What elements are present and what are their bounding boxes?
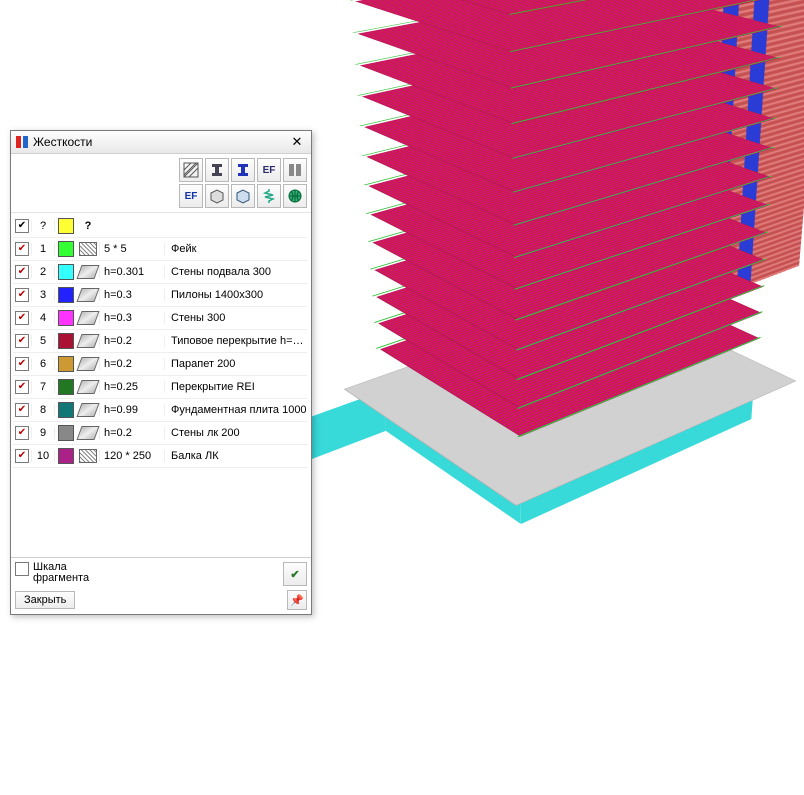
row-number: 6 (31, 358, 55, 370)
row-checkbox[interactable]: ✔ (15, 242, 29, 256)
row-desc: Стены 300 (164, 312, 307, 324)
row-swatch (58, 241, 74, 257)
row-number: 2 (31, 266, 55, 278)
stiffness-row[interactable]: ✔6 h=0.2Парапет 200 (13, 353, 307, 376)
titlebar[interactable]: Жесткости ✕ (11, 131, 311, 154)
row-swatch (58, 425, 74, 441)
section-type-icon (76, 426, 99, 440)
list-header-row: ✔ ? ? (13, 215, 307, 238)
row-number: 4 (31, 312, 55, 324)
row-checkbox[interactable]: ✔ (15, 403, 29, 417)
row-checkbox[interactable]: ✔ (15, 334, 29, 348)
row-number: 3 (31, 289, 55, 301)
section-type-icon (76, 288, 99, 302)
row-swatch (58, 310, 74, 326)
toolbar-EF-bold-icon[interactable]: EF (179, 184, 203, 208)
toolbar-spring-icon[interactable] (257, 184, 281, 208)
stiffness-row[interactable]: ✔8 h=0.99Фундаментная плита 1000 (13, 399, 307, 422)
toolbar-box2-icon[interactable] (231, 184, 255, 208)
row-swatch (58, 264, 74, 280)
scale-label: Шкала фрагмента (33, 562, 89, 584)
row-checkbox[interactable]: ✔ (15, 449, 29, 463)
toolbar-box1-icon[interactable] (205, 184, 229, 208)
toolbar-globe-icon[interactable] (283, 184, 307, 208)
row-swatch (58, 402, 74, 418)
row-number: 7 (31, 381, 55, 393)
row-swatch (58, 356, 74, 372)
row-number: 8 (31, 404, 55, 416)
row-swatch (58, 448, 74, 464)
row-param: h=0.301 (99, 266, 164, 278)
row-number: 1 (31, 243, 55, 255)
section-type-icon (76, 311, 99, 325)
row-swatch (58, 379, 74, 395)
stiffness-row[interactable]: ✔2 h=0.301Стены подвала 300 (13, 261, 307, 284)
row-param: h=0.2 (99, 335, 164, 347)
app-icon (15, 135, 29, 149)
row-swatch (58, 333, 74, 349)
section-type-icon (79, 242, 97, 256)
dialog-title: Жесткости (33, 135, 287, 149)
toolbar-i-beam-icon[interactable] (205, 158, 229, 182)
stiffness-row[interactable]: ✔10 120 * 250Балка ЛК (13, 445, 307, 468)
section-type-icon (76, 380, 99, 394)
row-checkbox[interactable]: ✔ (15, 288, 29, 302)
row-desc: Балка ЛК (164, 450, 307, 462)
row-param: h=0.3 (99, 289, 164, 301)
row-param: h=0.25 (99, 381, 164, 393)
stiffness-row[interactable]: ✔3 h=0.3Пилоны 1400x300 (13, 284, 307, 307)
row-desc: Стены лк 200 (164, 427, 307, 439)
section-type-icon (76, 403, 99, 417)
toolbar-hatch-icon[interactable] (179, 158, 203, 182)
close-icon[interactable]: ✕ (287, 133, 307, 151)
row-desc: Фейк (164, 243, 307, 255)
row-param: 5 * 5 (99, 243, 164, 255)
header-type-icon: ? (77, 220, 99, 232)
row-param: h=0.3 (99, 312, 164, 324)
stiffness-row[interactable]: ✔5 h=0.2Типовое перекрытие h=200 (13, 330, 307, 353)
stiffness-dialog: Жесткости ✕ EF EF ✔ ? ? ✔15 * 5Фейк✔2h=0… (10, 130, 312, 615)
row-checkbox[interactable]: ✔ (15, 426, 29, 440)
row-number: 10 (31, 450, 55, 462)
stiffness-row[interactable]: ✔4 h=0.3Стены 300 (13, 307, 307, 330)
toolbar: EF EF (11, 154, 311, 213)
row-param: h=0.99 (99, 404, 164, 416)
header-num: ? (31, 220, 55, 232)
row-swatch (58, 287, 74, 303)
apply-button[interactable]: ✔ (283, 562, 307, 586)
stiffness-row[interactable]: ✔9 h=0.2Стены лк 200 (13, 422, 307, 445)
row-param: 120 * 250 (99, 450, 164, 462)
stiffness-list: ✔ ? ? ✔15 * 5Фейк✔2h=0.301Стены подвала … (11, 213, 311, 557)
section-type-icon (76, 334, 99, 348)
toolbar-i-beam-bold-icon[interactable] (231, 158, 255, 182)
row-desc: Пилоны 1400x300 (164, 289, 307, 301)
row-checkbox[interactable]: ✔ (15, 357, 29, 371)
header-swatch (58, 218, 74, 234)
row-number: 9 (31, 427, 55, 439)
row-desc: Фундаментная плита 1000 (164, 404, 307, 416)
row-number: 5 (31, 335, 55, 347)
stiffness-row[interactable]: ✔1 5 * 5Фейк (13, 238, 307, 261)
row-checkbox[interactable]: ✔ (15, 265, 29, 279)
toolbar-EF-icon[interactable]: EF (257, 158, 281, 182)
row-param: h=0.2 (99, 427, 164, 439)
row-checkbox[interactable]: ✔ (15, 380, 29, 394)
pin-icon[interactable]: 📌 (287, 590, 307, 610)
select-all-checkbox[interactable]: ✔ (15, 219, 29, 233)
dialog-footer: Шкала фрагмента ✔ Закрыть 📌 (11, 557, 311, 614)
stiffness-row[interactable]: ✔7 h=0.25Перекрытие REI (13, 376, 307, 399)
toolbar-brackets-icon[interactable] (283, 158, 307, 182)
row-desc: Перекрытие REI (164, 381, 307, 393)
row-desc: Типовое перекрытие h=200 (164, 335, 307, 347)
row-desc: Стены подвала 300 (164, 266, 307, 278)
close-button[interactable]: Закрыть (15, 591, 75, 609)
section-type-icon (76, 357, 99, 371)
section-type-icon (76, 265, 99, 279)
row-param: h=0.2 (99, 358, 164, 370)
row-desc: Парапет 200 (164, 358, 307, 370)
row-checkbox[interactable]: ✔ (15, 311, 29, 325)
section-type-icon (79, 449, 97, 463)
scale-checkbox[interactable] (15, 562, 29, 576)
